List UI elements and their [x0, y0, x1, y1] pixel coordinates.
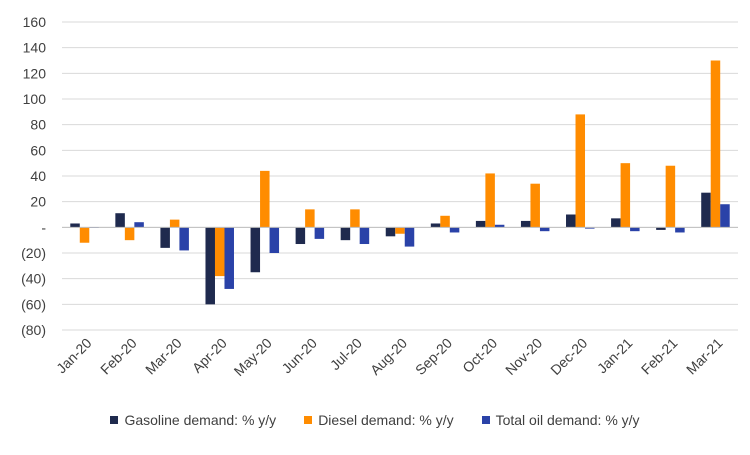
bar — [449, 227, 460, 233]
legend-label-total-oil: Total oil demand: % y/y — [495, 412, 640, 428]
bar — [70, 223, 80, 228]
x-tick-label: Dec-20 — [547, 335, 590, 378]
bar — [79, 227, 90, 243]
bar — [350, 209, 360, 228]
bar — [124, 227, 135, 241]
bar — [205, 227, 215, 305]
y-tick-label: 60 — [30, 142, 46, 158]
bar — [269, 227, 280, 253]
bar — [134, 222, 144, 228]
x-tick-label: Jul-20 — [327, 335, 365, 373]
x-tick-label: Jan-20 — [53, 335, 95, 377]
bar — [710, 60, 721, 228]
bar — [539, 227, 550, 232]
x-tick-label: May-20 — [231, 335, 275, 379]
x-tick-label: Nov-20 — [502, 335, 545, 378]
bar — [520, 220, 531, 228]
bar — [305, 209, 315, 228]
bar — [611, 218, 621, 228]
bar — [440, 215, 450, 228]
bar — [214, 227, 225, 277]
bar — [620, 163, 631, 228]
legend-swatch-diesel — [304, 416, 313, 424]
y-tick-label: - — [41, 219, 46, 235]
y-tick-label: 120 — [23, 65, 47, 81]
legend-swatch-total-oil — [481, 416, 490, 424]
x-tick-label: Oct-20 — [459, 335, 500, 376]
bar — [179, 227, 189, 251]
bar — [530, 183, 540, 228]
bar — [585, 227, 595, 229]
bar — [250, 227, 261, 273]
legend-item-total-oil: Total oil demand: % y/y — [481, 412, 640, 428]
bar — [566, 214, 576, 228]
x-tick-label: Jan-21 — [594, 335, 636, 377]
legend-swatch-gasoline — [110, 416, 119, 424]
bar — [665, 165, 676, 228]
bar — [430, 223, 441, 228]
legend-label-diesel: Diesel demand: % y/y — [318, 412, 454, 428]
x-tick-label: Mar-21 — [683, 335, 726, 378]
y-tick-label: (40) — [21, 271, 46, 287]
x-tick-label: Jun-20 — [278, 335, 320, 377]
bar — [630, 227, 640, 232]
bar — [295, 227, 306, 245]
bar — [224, 227, 234, 289]
bar — [404, 227, 415, 247]
bar — [314, 227, 325, 239]
x-tick-label: Apr-20 — [189, 335, 230, 376]
y-tick-label: (80) — [21, 322, 46, 338]
bar — [575, 114, 586, 228]
y-tick-label: 100 — [23, 91, 47, 107]
legend-item-diesel: Diesel demand: % y/y — [304, 412, 454, 428]
x-tick-label: Feb-20 — [97, 335, 140, 378]
bar — [115, 213, 125, 228]
y-tick-label: 20 — [30, 194, 46, 210]
bar — [169, 219, 180, 228]
bar — [485, 173, 495, 228]
y-tick-label: 140 — [23, 40, 47, 56]
bar — [675, 227, 685, 233]
bar — [475, 220, 486, 228]
y-tick-label: 80 — [30, 117, 46, 133]
bar — [656, 227, 666, 230]
x-tick-label: Sep-20 — [412, 335, 455, 378]
x-tick-label: Mar-20 — [142, 335, 185, 378]
legend-item-gasoline: Gasoline demand: % y/y — [110, 412, 276, 428]
legend-label-gasoline: Gasoline demand: % y/y — [124, 412, 277, 428]
bar — [720, 204, 730, 228]
y-tick-label: 160 — [23, 14, 47, 30]
bar — [395, 227, 405, 234]
bar — [385, 227, 396, 237]
x-tick-label: Aug-20 — [367, 335, 410, 378]
y-tick-label: (60) — [21, 296, 46, 312]
bar — [160, 227, 170, 248]
y-tick-label: (20) — [21, 245, 46, 261]
bar — [701, 192, 711, 228]
bar — [359, 227, 370, 245]
bar — [260, 170, 270, 228]
legend: Gasoline demand: % y/y Diesel demand: % … — [0, 408, 750, 432]
x-tick-label: Feb-21 — [638, 335, 681, 378]
y-tick-label: 40 — [30, 168, 46, 184]
bar — [494, 224, 505, 228]
bar — [340, 227, 351, 241]
